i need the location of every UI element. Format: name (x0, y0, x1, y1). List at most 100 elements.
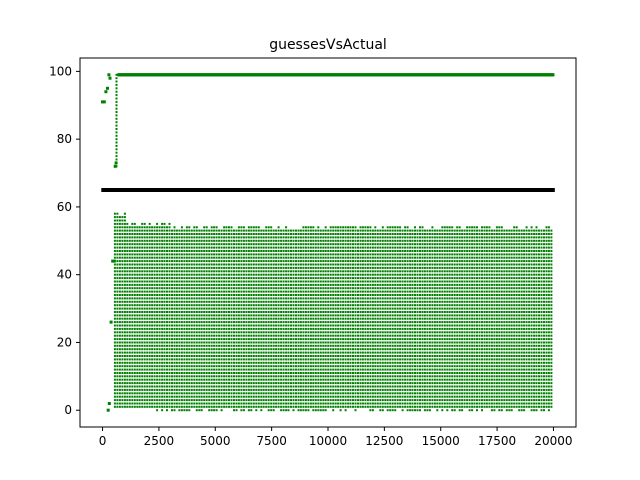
guess-point (292, 236, 295, 239)
guess-point (220, 287, 223, 290)
guess-point (195, 378, 198, 381)
guess-point (183, 399, 186, 402)
guess-point (128, 236, 131, 239)
guess-point (148, 382, 151, 385)
guess-point (282, 239, 285, 242)
guess-point (213, 405, 216, 408)
guess-point (324, 402, 327, 405)
guess-point (329, 277, 332, 280)
guess-point (230, 402, 233, 405)
guess-point (235, 311, 238, 313)
guess-point (178, 382, 181, 385)
guess-point (210, 388, 213, 391)
guess-point (133, 314, 136, 317)
guess-point (295, 375, 297, 378)
guess-point (250, 361, 253, 364)
guess-point (156, 405, 159, 408)
guess-point (210, 334, 213, 337)
guess-point (287, 361, 290, 364)
guess-point (304, 368, 307, 371)
guess-point (205, 246, 208, 249)
guess-point (312, 260, 315, 263)
guess-point (260, 311, 263, 313)
guess-point (312, 385, 315, 388)
guess-point (257, 385, 260, 388)
guess-point (322, 250, 325, 252)
guess-point (240, 297, 243, 300)
guess-point (307, 331, 310, 334)
guess-point (287, 243, 290, 246)
guess-point (334, 236, 337, 239)
guess-point (309, 311, 312, 313)
guess-point (285, 233, 288, 235)
guess-point (153, 368, 156, 371)
guess-point (190, 243, 193, 246)
guess-point (205, 388, 208, 391)
guess-point (235, 250, 238, 252)
guess-point (180, 270, 183, 273)
guess-point (302, 324, 305, 327)
guess-point (255, 233, 258, 235)
guess-point (141, 392, 144, 395)
guess-point (245, 365, 248, 368)
guess-point (126, 260, 129, 263)
guess-point (188, 348, 191, 351)
guess-point (121, 327, 124, 330)
guess-point (304, 341, 307, 344)
guess-point (329, 294, 332, 296)
guess-point (324, 348, 327, 351)
guess-point (292, 256, 295, 259)
guess-point (161, 246, 164, 249)
guess-point (185, 304, 188, 307)
guess-point (302, 314, 305, 317)
guess-point (138, 263, 141, 266)
guess-point (225, 246, 228, 249)
guess-point (156, 287, 159, 290)
guess-point (148, 351, 151, 354)
guess-point (193, 243, 196, 246)
guess-point (180, 287, 183, 290)
guess-point (324, 395, 327, 398)
guess-point (329, 260, 332, 263)
guess-point (133, 290, 136, 293)
guess-point (257, 243, 260, 246)
guess-point (116, 324, 119, 327)
guess-point (183, 327, 186, 330)
guess-point (280, 250, 283, 252)
guess-point (151, 348, 154, 351)
guess-point (237, 290, 240, 293)
guess-point (148, 385, 151, 388)
guess-point (257, 395, 260, 398)
guess-point (267, 317, 270, 320)
guess-point (307, 327, 310, 330)
guess-point (193, 226, 196, 229)
guess-point (247, 395, 250, 398)
guess-point (215, 260, 218, 263)
guess-point (163, 294, 166, 296)
guess-point (185, 372, 188, 374)
guess-point (265, 263, 268, 266)
guess-point (267, 361, 270, 364)
guess-point (304, 287, 307, 290)
guess-point (319, 344, 322, 347)
guess-point (307, 382, 310, 385)
guess-point (116, 297, 119, 300)
guess-point (282, 355, 285, 357)
guess-point (233, 229, 235, 232)
guess-point (198, 297, 201, 300)
guess-point (309, 256, 312, 259)
guess-point (337, 327, 340, 330)
guess-point (309, 358, 312, 361)
guess-point (195, 229, 198, 232)
guess-point (302, 239, 305, 242)
guess-point (292, 273, 295, 276)
guess-point (116, 287, 119, 290)
guess-point (228, 260, 230, 263)
guess-point (302, 327, 305, 330)
guess-point (257, 260, 260, 263)
guess-point (250, 229, 253, 232)
guess-point (314, 280, 317, 283)
guess-point (242, 260, 245, 263)
guess-point (210, 358, 213, 361)
guess-point (322, 392, 325, 395)
